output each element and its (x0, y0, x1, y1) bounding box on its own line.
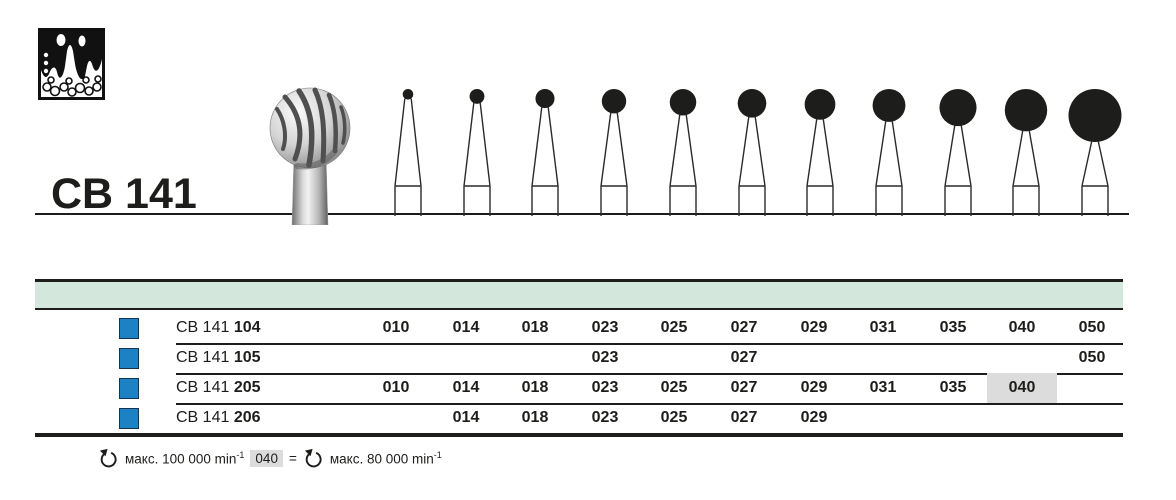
size-cell: 025 (660, 379, 688, 396)
row-code: CB 141 206 (176, 409, 261, 426)
speed-footnote: макс. 100 000 min-1 040 = макс. 80 000 m… (98, 445, 442, 471)
size-cell: 035 (939, 379, 967, 396)
size-cell: 018 (521, 409, 549, 426)
size-cell: 050 (1078, 319, 1106, 336)
size-cell: 025 (660, 409, 688, 426)
size-cell: 023 (591, 319, 619, 336)
row-code: CB 141 205 (176, 379, 261, 396)
size-cell: 040 (987, 373, 1057, 403)
size-cell: 029 (800, 379, 828, 396)
round-bur-photo (269, 87, 351, 225)
bur-figure-023 (600, 89, 628, 216)
row-separator (176, 373, 1123, 375)
size-cell: 023 (591, 379, 619, 396)
rotation-ccw-icon (99, 448, 117, 467)
row-marker (119, 348, 139, 369)
exception-speed-text: макс. 80 000 min-1 (329, 449, 442, 467)
table-top-rule (35, 279, 1123, 282)
size-cell: 029 (800, 319, 828, 336)
bur-figure-010 (394, 89, 422, 216)
page-title: CB 141 (51, 170, 197, 218)
tooth-xray-icon (41, 31, 102, 97)
row-code: CB 141 104 (176, 319, 261, 336)
size-cell: 010 (382, 319, 410, 336)
bur-figure-014 (463, 89, 491, 216)
size-cell: 027 (730, 409, 758, 426)
size-cell: 023 (591, 349, 619, 366)
size-cell: 050 (1078, 349, 1106, 366)
equals-sign: = (288, 450, 297, 466)
row-code: CB 141 105 (176, 349, 261, 366)
row-marker (119, 378, 139, 399)
bur-figure-027 (737, 89, 767, 216)
bur-figure-035 (939, 89, 977, 216)
size-cell: 031 (869, 319, 897, 336)
size-cell: 014 (452, 319, 480, 336)
table-header-band (35, 282, 1123, 308)
size-cell: 018 (521, 379, 549, 396)
size-cell: 014 (452, 409, 480, 426)
tooth-logo (38, 28, 105, 100)
table-mid-rule (35, 308, 1123, 310)
size-cell: 031 (869, 379, 897, 396)
ground-line (35, 213, 1129, 215)
bur-figure-050 (1068, 89, 1122, 216)
size-cell: 010 (382, 379, 410, 396)
size-cell: 025 (660, 319, 688, 336)
row-separator (176, 403, 1123, 405)
bur-figure-031 (872, 89, 906, 216)
row-marker (119, 408, 139, 429)
size-cell: 029 (800, 409, 828, 426)
size-cell: 023 (591, 409, 619, 426)
size-cell: 018 (521, 319, 549, 336)
max-speed-text: макс. 100 000 min-1 (125, 449, 245, 467)
row-separator (176, 343, 1123, 345)
row-marker (119, 318, 139, 339)
size-cell: 027 (730, 319, 758, 336)
size-cell: 040 (1008, 319, 1036, 336)
table-bottom-rule (35, 433, 1123, 437)
bur-figure-018 (531, 89, 559, 216)
size-cell: 027 (730, 379, 758, 396)
bur-figure-029 (804, 89, 836, 216)
size-cell: 027 (730, 349, 758, 366)
size-cell: 014 (452, 379, 480, 396)
bur-figure-040 (1004, 89, 1048, 216)
exception-size-badge: 040 (250, 449, 283, 467)
bur-figure-025 (669, 89, 697, 216)
size-cell: 035 (939, 319, 967, 336)
rotation-ccw-icon (304, 448, 322, 467)
